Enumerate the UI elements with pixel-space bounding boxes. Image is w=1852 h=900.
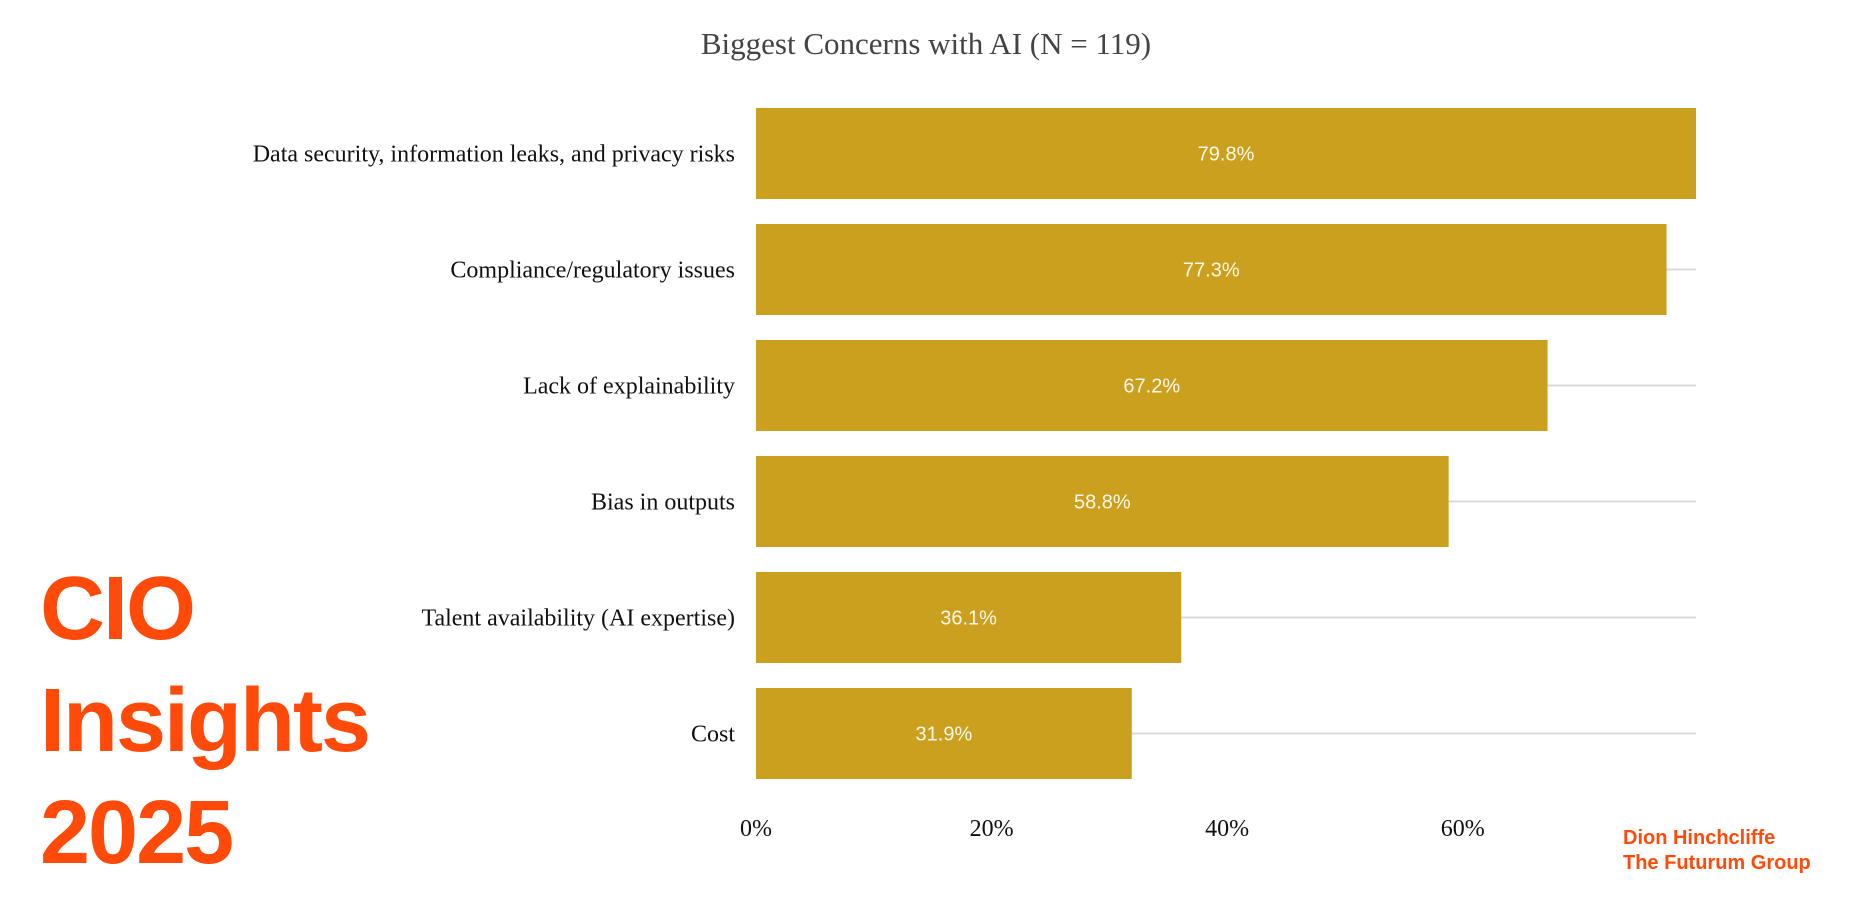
category-label: Talent availability (AI expertise)	[421, 606, 735, 632]
x-tick-label: 0%	[740, 816, 772, 842]
bar	[756, 340, 1548, 431]
value-label: 77.3%	[1183, 260, 1240, 282]
cio-insights-brand: CIO Insights 2025	[40, 553, 371, 889]
value-label: 58.8%	[1074, 492, 1131, 514]
value-label: 31.9%	[916, 724, 973, 746]
brand-line-insights: Insights	[40, 671, 371, 771]
value-label: 67.2%	[1123, 376, 1180, 398]
brand-line-year: 2025	[40, 783, 234, 883]
bar	[756, 224, 1667, 315]
category-labels: Data security, information leaks, and pr…	[253, 142, 736, 748]
bar	[756, 108, 1696, 199]
x-tick-label: 60%	[1441, 816, 1485, 842]
category-label: Bias in outputs	[591, 490, 735, 516]
bar	[756, 688, 1132, 779]
bars	[756, 108, 1696, 779]
bar	[756, 572, 1182, 663]
x-tick-label: 20%	[970, 816, 1014, 842]
value-label: 36.1%	[940, 608, 997, 630]
attribution: Dion Hinchcliffe The Futurum Group	[1623, 826, 1811, 876]
category-label: Lack of explainability	[523, 374, 735, 400]
category-label: Cost	[691, 722, 735, 748]
chart-title: Biggest Concerns with AI (N = 119)	[701, 26, 1151, 61]
value-labels: 79.8% 77.3% 67.2% 58.8% 36.1% 31.9%	[916, 144, 1255, 746]
category-label: Data security, information leaks, and pr…	[253, 142, 735, 168]
value-label: 79.8%	[1198, 144, 1255, 166]
category-label: Compliance/regulatory issues	[450, 258, 735, 284]
attribution-organization: The Futurum Group	[1623, 852, 1811, 874]
x-axis-tick-labels: 0% 20% 40% 60%	[740, 816, 1485, 842]
bar	[756, 456, 1449, 547]
x-tick-label: 40%	[1205, 816, 1249, 842]
brand-line-cio: CIO	[40, 559, 196, 659]
attribution-author: Dion Hinchcliffe	[1623, 827, 1776, 849]
